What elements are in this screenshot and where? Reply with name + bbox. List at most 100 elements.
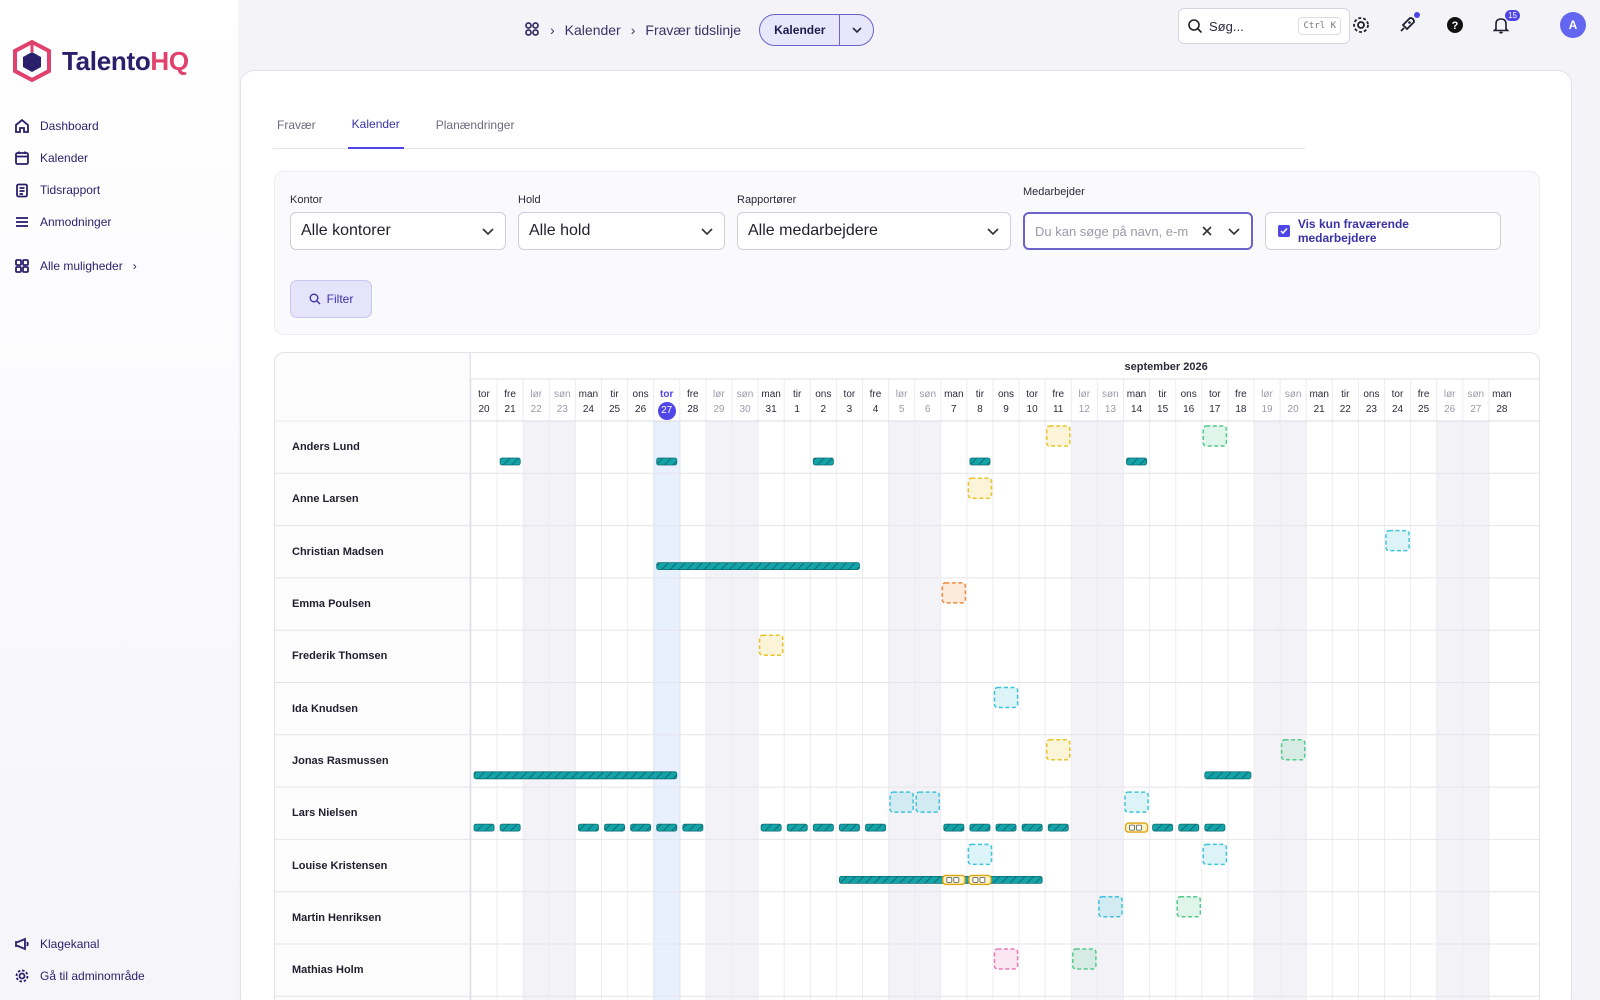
- absence-bar[interactable]: [499, 457, 521, 466]
- absence-request-box[interactable]: [967, 477, 993, 500]
- tab-kalender[interactable]: Kalender: [347, 101, 404, 149]
- weekday-label: søn: [1284, 389, 1302, 400]
- employee-name[interactable]: Mathias Holm: [292, 964, 364, 977]
- chevron-down-icon[interactable]: [1227, 224, 1241, 238]
- gear-icon: [1353, 17, 1369, 33]
- day-number: 29: [713, 404, 725, 415]
- absence-request-box[interactable]: [1202, 843, 1228, 866]
- absence-bar[interactable]: [1204, 823, 1226, 832]
- absence-bar[interactable]: [1021, 823, 1043, 832]
- sidebar-item-kalender[interactable]: Kalender: [14, 142, 224, 174]
- employee-name[interactable]: Christian Madsen: [292, 545, 384, 558]
- day-number: 12: [1078, 404, 1090, 415]
- absence-bar[interactable]: [656, 562, 860, 571]
- absence-bar[interactable]: [577, 823, 599, 832]
- absence-request-box[interactable]: [1098, 895, 1123, 918]
- sidebar-item-tidsrapport[interactable]: Tidsrapport: [14, 174, 224, 206]
- employee-name[interactable]: Anders Lund: [292, 441, 360, 454]
- absence-request-box[interactable]: [1124, 791, 1149, 813]
- kontor-select[interactable]: Alle kontorer: [290, 212, 506, 250]
- sidebar-item-label: Anmodninger: [40, 215, 112, 229]
- employee-name[interactable]: Anne Larsen: [292, 493, 359, 506]
- breadcrumb-item[interactable]: Fravær tidslinje: [645, 22, 742, 38]
- checkbox-checked[interactable]: [1278, 225, 1290, 237]
- sidebar-item-klagekanal[interactable]: Klagekanal: [14, 928, 224, 960]
- tab-planaendringer[interactable]: Planændringer: [435, 118, 515, 132]
- absence-request-box[interactable]: [1045, 739, 1071, 761]
- view-split-button: Kalender: [759, 14, 875, 46]
- logo[interactable]: TalentoHQ: [12, 40, 189, 82]
- day-header: fre 21: [497, 387, 523, 417]
- absence-bar[interactable]: [1152, 823, 1174, 832]
- absence-bar[interactable]: [1178, 823, 1200, 832]
- medarbejder-search-input[interactable]: Du kan søge på navn, e-m: [1023, 212, 1253, 250]
- absence-request-box[interactable]: [941, 582, 967, 604]
- absence-bar[interactable]: [943, 823, 965, 832]
- absence-bar[interactable]: [656, 457, 678, 466]
- apps-icon[interactable]: [524, 21, 540, 40]
- absence-bar[interactable]: [786, 823, 808, 832]
- absence-bar[interactable]: [604, 823, 626, 832]
- absence-request-box[interactable]: [1280, 739, 1306, 761]
- clear-icon[interactable]: [1201, 225, 1213, 237]
- absence-bar[interactable]: [812, 457, 834, 466]
- employee-name[interactable]: Martin Henriksen: [292, 911, 382, 924]
- absence-bar[interactable]: [1126, 457, 1148, 466]
- employee-name[interactable]: Lars Nielsen: [292, 807, 358, 820]
- absence-request-box[interactable]: [1385, 529, 1410, 552]
- absence-bar[interactable]: [473, 823, 495, 832]
- absence-bar[interactable]: [656, 823, 678, 832]
- hold-select[interactable]: Alle hold: [518, 212, 725, 250]
- absence-bar[interactable]: [839, 876, 1043, 884]
- whats-new-button[interactable]: [1396, 12, 1420, 36]
- sidebar-item-dashboard[interactable]: Dashboard: [14, 110, 224, 142]
- absence-request-box[interactable]: [1176, 895, 1202, 918]
- settings-button[interactable]: [1350, 14, 1372, 36]
- sidebar-item-all-options[interactable]: Alle muligheder ›: [14, 250, 224, 282]
- absence-bar[interactable]: [1204, 771, 1252, 780]
- sidebar-item-anmodninger[interactable]: Anmodninger: [14, 206, 224, 238]
- absence-bar[interactable]: [473, 771, 678, 780]
- absence-bar[interactable]: [969, 457, 991, 466]
- view-dropdown-button[interactable]: [839, 15, 873, 45]
- absence-request-box[interactable]: [993, 948, 1019, 970]
- help-button[interactable]: ?: [1444, 14, 1466, 36]
- filter-button[interactable]: Filter: [290, 280, 372, 318]
- absence-bar[interactable]: [499, 823, 521, 832]
- day-number: 30: [739, 404, 751, 415]
- avatar[interactable]: A: [1560, 12, 1586, 38]
- absence-request-box[interactable]: [1072, 948, 1097, 970]
- only-absent-toggle[interactable]: Vis kun fraværende medarbejdere: [1265, 212, 1501, 250]
- absence-request-box[interactable]: [889, 791, 914, 813]
- absence-request-box[interactable]: [1202, 425, 1228, 447]
- absence-request-box[interactable]: [915, 791, 941, 813]
- employee-name[interactable]: Frederik Thomsen: [292, 650, 388, 663]
- tab-fravaer[interactable]: Fravær: [277, 118, 316, 132]
- absence-bar[interactable]: [812, 823, 834, 832]
- day-header: lør 22: [523, 387, 549, 417]
- kontor-value: Alle kontorer: [301, 222, 391, 239]
- absence-bar[interactable]: [995, 823, 1017, 832]
- notifications-button[interactable]: 15: [1490, 10, 1520, 36]
- absence-bar[interactable]: [1047, 823, 1069, 832]
- view-button[interactable]: Kalender: [774, 23, 826, 37]
- absence-bar[interactable]: [682, 823, 704, 832]
- absence-request-box[interactable]: [1045, 425, 1071, 447]
- absence-bar[interactable]: [630, 823, 652, 832]
- breadcrumb-item[interactable]: Kalender: [564, 22, 621, 38]
- employee-name[interactable]: Jonas Rasmussen: [292, 754, 389, 767]
- employee-name[interactable]: Louise Kristensen: [292, 859, 388, 872]
- rapportorer-select[interactable]: Alle medarbejdere: [737, 212, 1011, 250]
- absence-bar[interactable]: [839, 823, 860, 832]
- absence-request-box[interactable]: [758, 634, 784, 656]
- employee-name[interactable]: Ida Knudsen: [292, 702, 359, 715]
- sidebar-item-admin[interactable]: Gå til adminområde: [14, 960, 224, 992]
- absence-bar[interactable]: [760, 823, 782, 832]
- absence-request-box[interactable]: [993, 686, 1019, 709]
- sidebar-item-label: Klagekanal: [40, 937, 100, 951]
- absence-bar[interactable]: [969, 823, 991, 832]
- search-input[interactable]: Søg... Ctrl K: [1178, 8, 1350, 44]
- absence-bar[interactable]: [865, 823, 887, 832]
- employee-name[interactable]: Emma Poulsen: [292, 598, 371, 611]
- absence-request-box[interactable]: [967, 843, 993, 866]
